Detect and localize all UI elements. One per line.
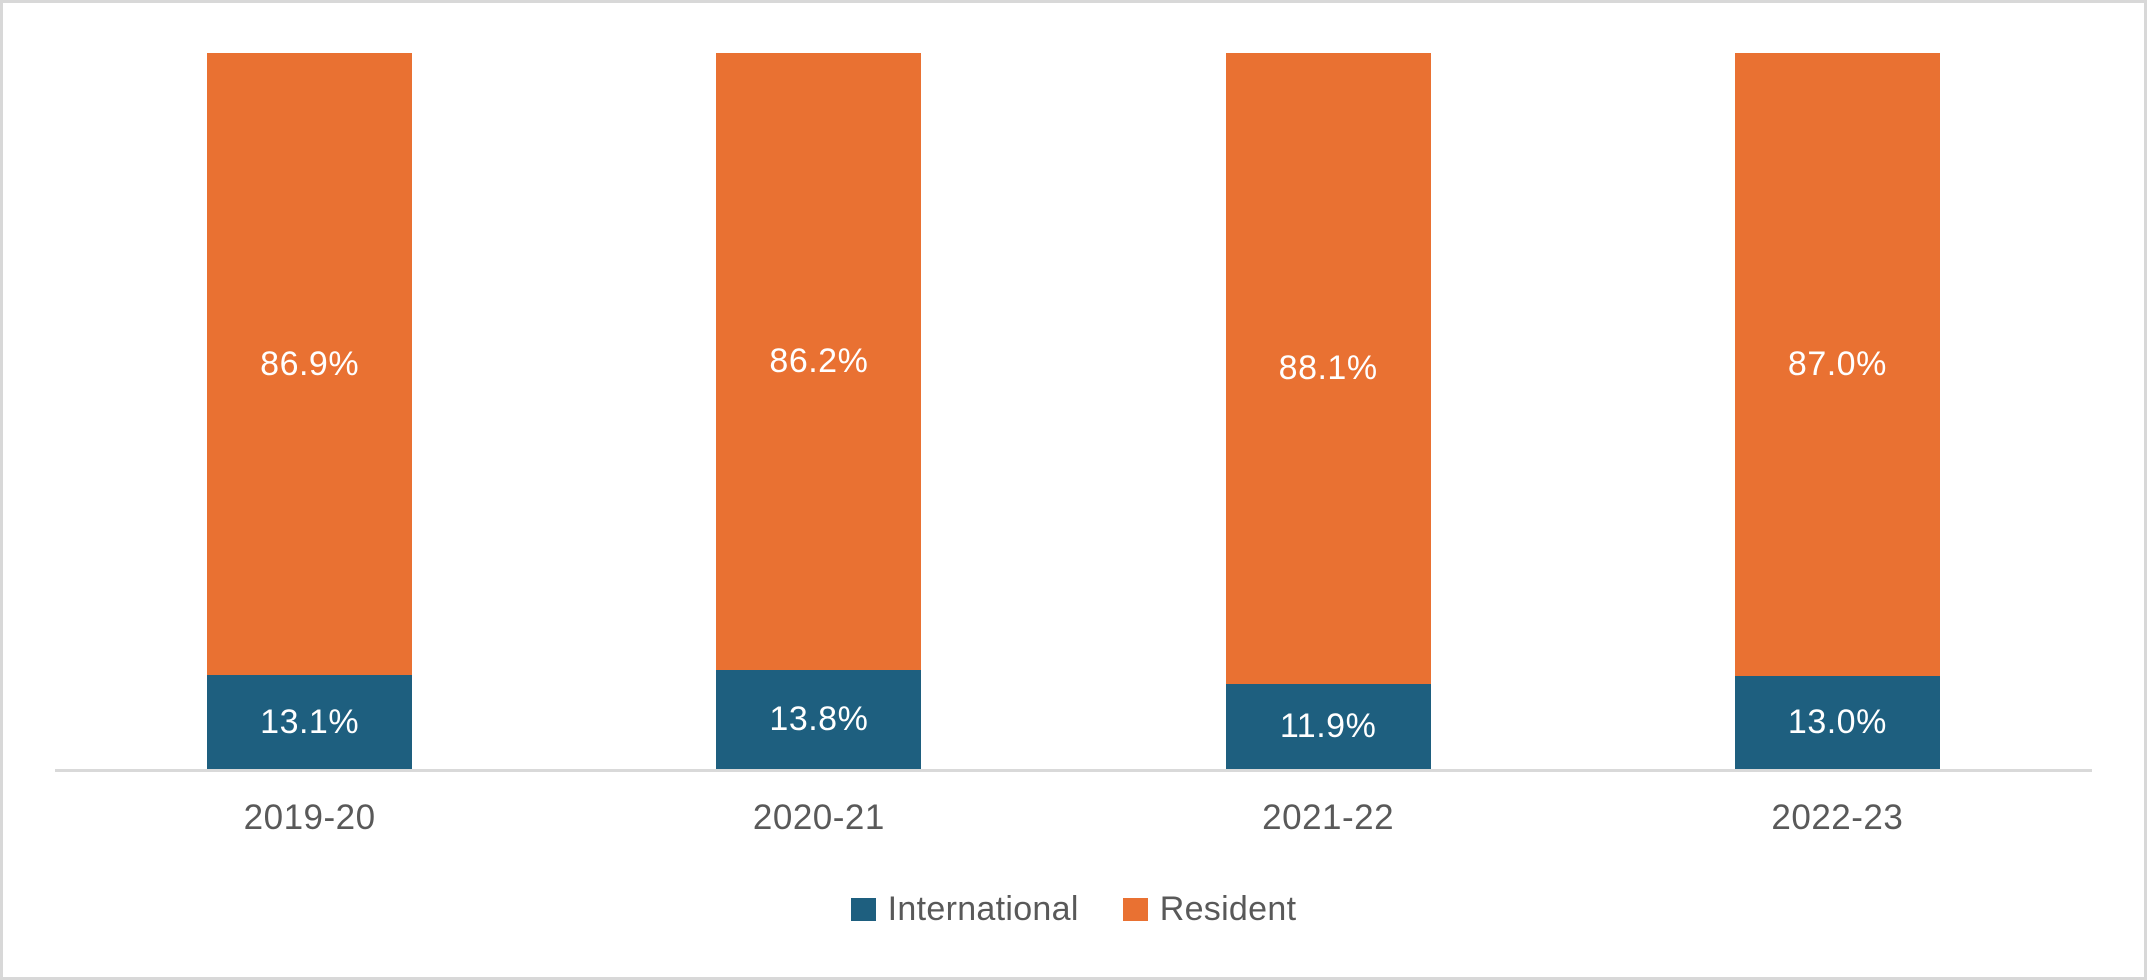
- x-axis-label-2020-21: 2020-21: [752, 798, 885, 837]
- category-axis-labels: 2019-20 2020-21 2021-22 2022-23: [55, 769, 2092, 838]
- bar-stack-2021-22: 11.9% 88.1%: [1225, 53, 1431, 769]
- data-label-international-2019-20: 13.1%: [260, 702, 360, 741]
- data-label-resident-2020-21: 86.2%: [769, 342, 869, 381]
- legend-swatch-resident: [1122, 898, 1148, 922]
- plot-area: 13.1% 86.9% 13.8% 86.2% 11.9% 88.1% 13.0% 87.0%: [55, 53, 2092, 772]
- legend-label-resident: Resident: [1159, 890, 1297, 929]
- x-axis-label-2022-23: 2022-23: [1771, 798, 1904, 837]
- bars-container: 13.1% 86.9% 13.8% 86.2% 11.9% 88.1% 13.0% 87.0%: [55, 53, 2092, 769]
- x-axis-line: [55, 769, 2092, 772]
- bar-stack-2022-23: 13.0% 87.0%: [1734, 53, 1940, 769]
- legend-swatch-international: [850, 898, 876, 922]
- data-label-international-2020-21: 13.8%: [769, 700, 869, 739]
- data-label-resident-2021-22: 88.1%: [1278, 348, 1378, 387]
- data-label-resident-2019-20: 86.9%: [260, 344, 360, 383]
- x-axis-label-2019-20: 2019-20: [243, 798, 376, 837]
- bar-2021-22: 11.9% 88.1%: [1074, 53, 1583, 769]
- legend-label-international: International: [887, 890, 1079, 929]
- segment-international-2020-21: 13.8%: [716, 670, 922, 769]
- segment-resident-2021-22: 88.1%: [1225, 53, 1431, 684]
- bar-2020-21: 13.8% 86.2%: [564, 53, 1073, 769]
- data-label-international-2022-23: 13.0%: [1787, 702, 1887, 741]
- x-axis-label-2021-22: 2021-22: [1262, 798, 1395, 837]
- data-label-international-2021-22: 11.9%: [1279, 706, 1377, 745]
- segment-resident-2019-20: 86.9%: [207, 53, 413, 676]
- bar-2019-20: 13.1% 86.9%: [55, 53, 564, 769]
- bar-2022-23: 13.0% 87.0%: [1583, 53, 2092, 769]
- legend-item-international: International: [850, 890, 1079, 929]
- segment-resident-2022-23: 87.0%: [1734, 53, 1940, 676]
- bar-stack-2019-20: 13.1% 86.9%: [207, 53, 413, 769]
- segment-international-2022-23: 13.0%: [1734, 675, 1940, 769]
- legend-item-resident: Resident: [1122, 890, 1297, 929]
- segment-international-2019-20: 13.1%: [207, 675, 413, 769]
- bar-stack-2020-21: 13.8% 86.2%: [716, 53, 922, 769]
- segment-international-2021-22: 11.9%: [1225, 683, 1431, 769]
- segment-resident-2020-21: 86.2%: [716, 53, 922, 671]
- legend: International Resident: [3, 890, 2144, 929]
- data-label-resident-2022-23: 87.0%: [1787, 344, 1887, 383]
